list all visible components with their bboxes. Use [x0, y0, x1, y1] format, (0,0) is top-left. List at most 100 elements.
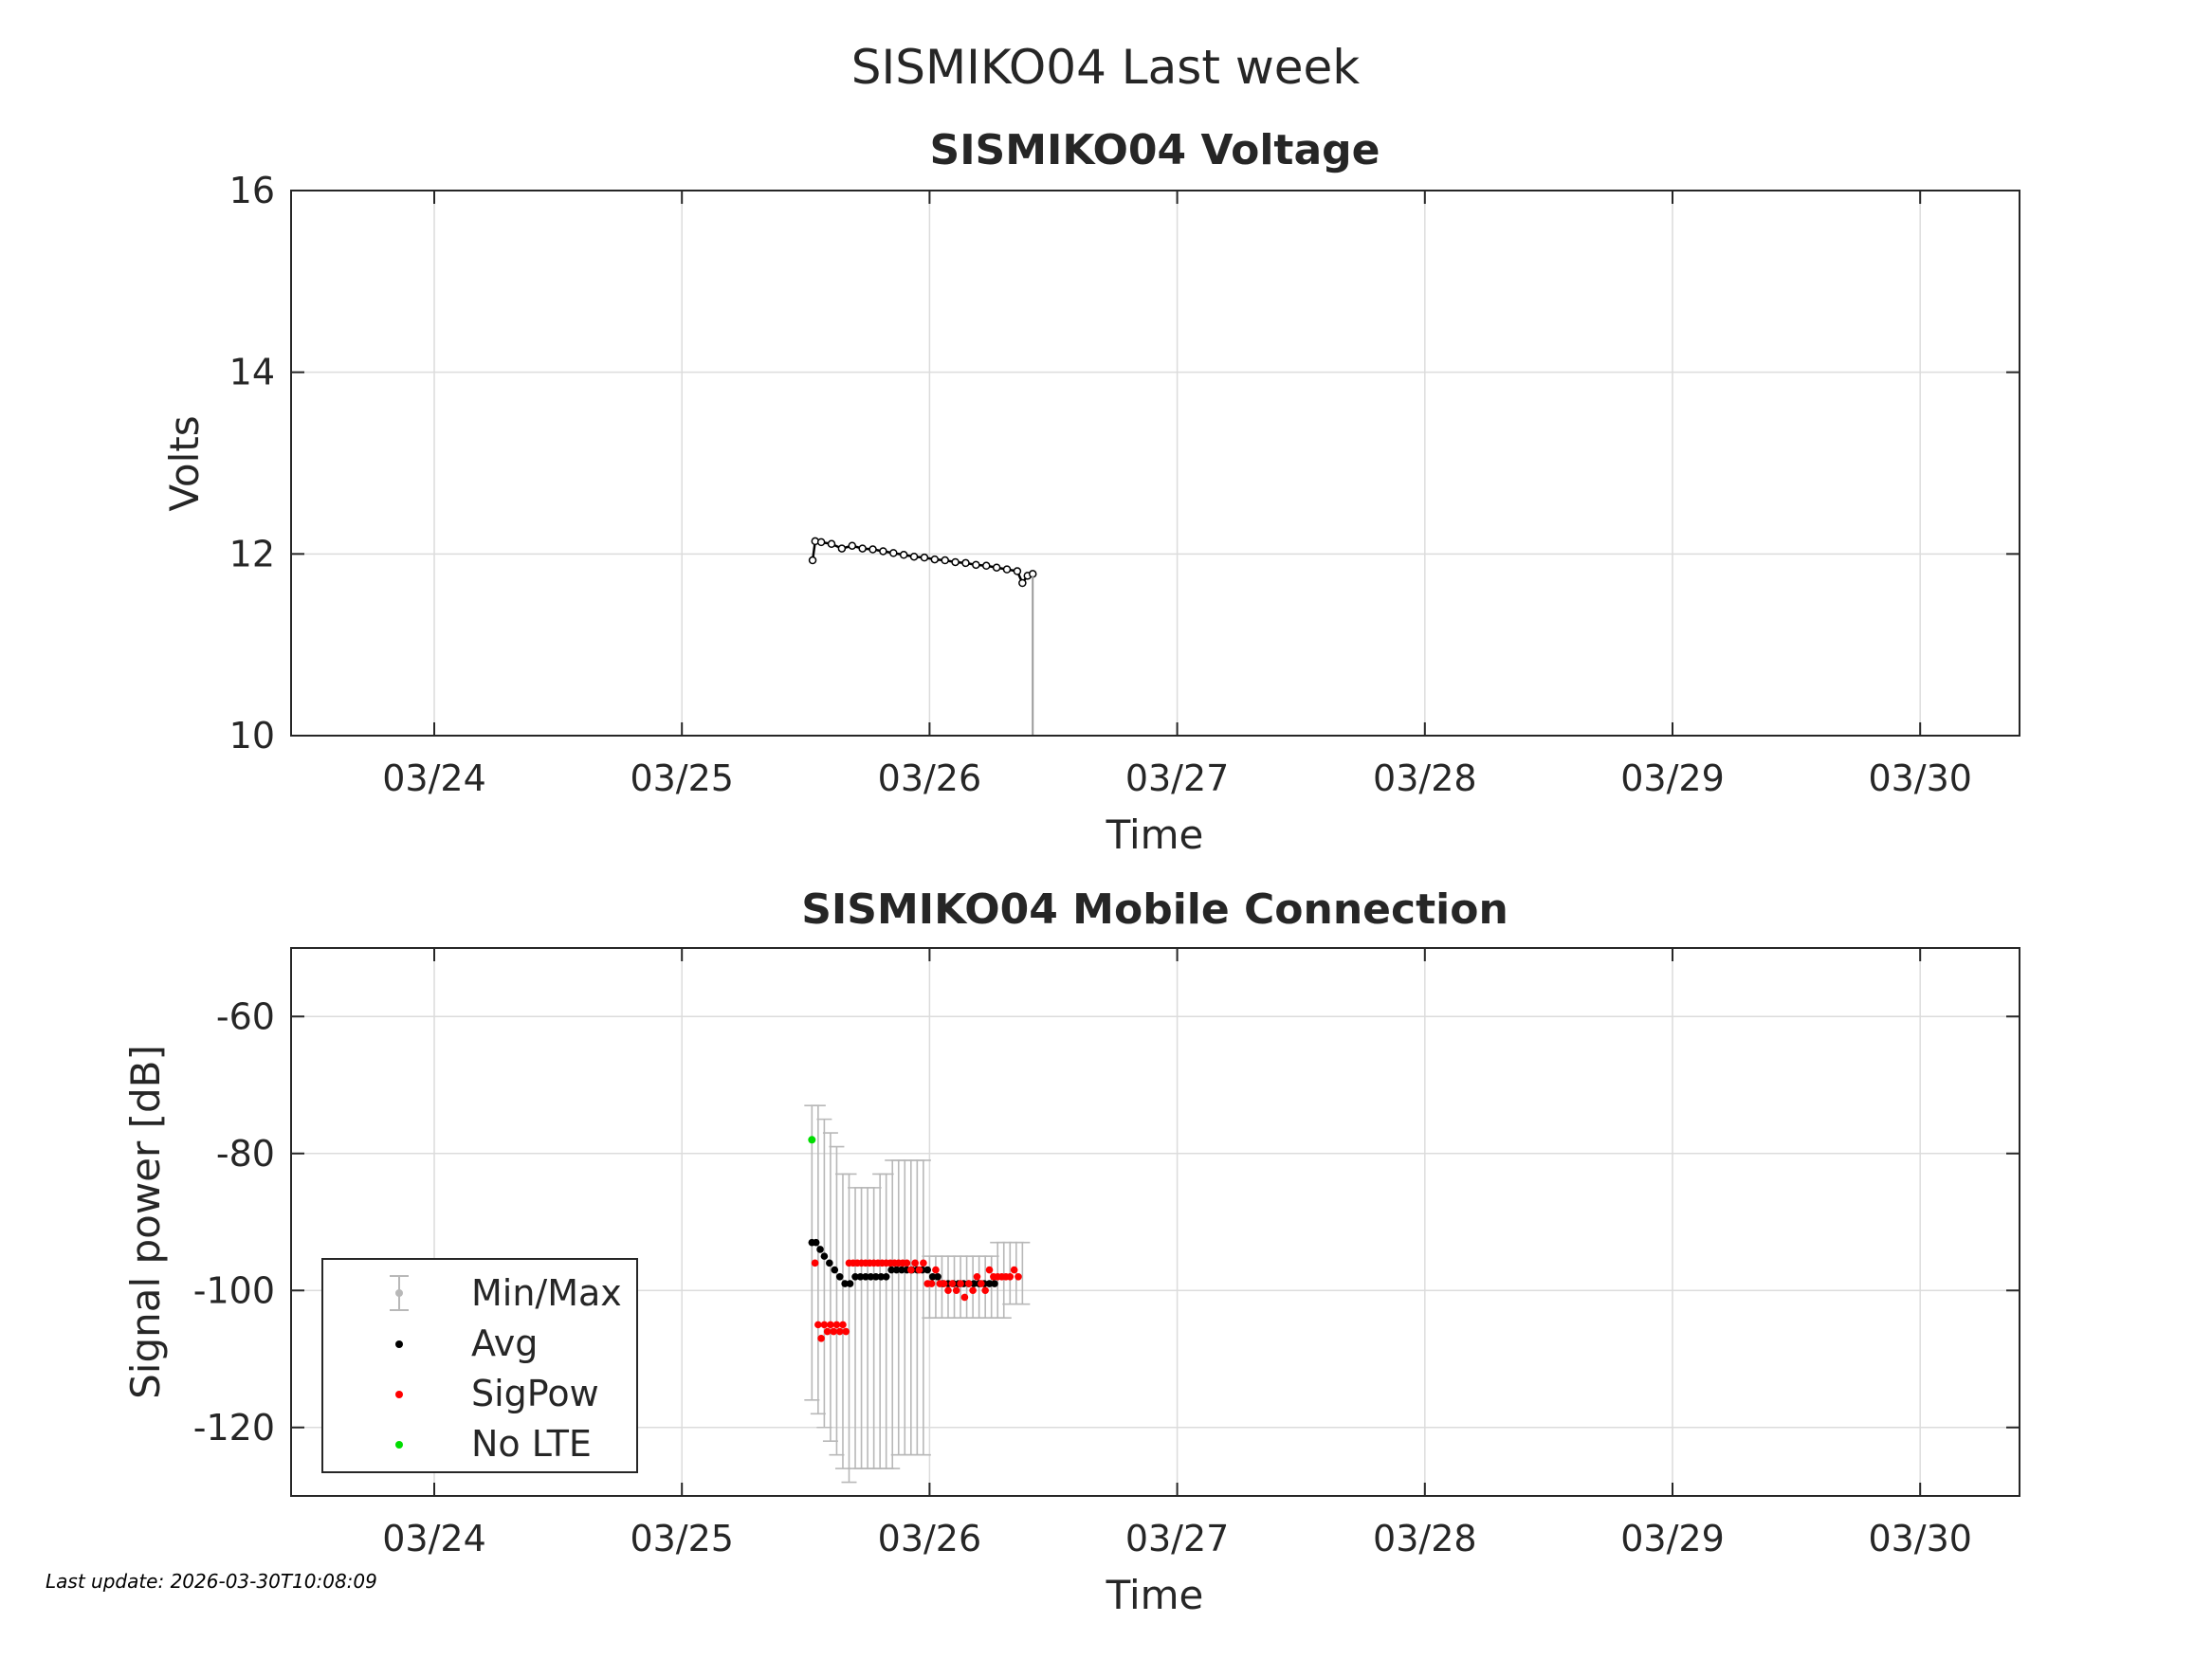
voltage-point [961, 558, 970, 568]
avg-point [831, 1266, 839, 1274]
mobile-chart: SISMIKO04 Mobile Connection 03/24 03/25 03… [122, 885, 2020, 1618]
sigpow-point [820, 1321, 829, 1329]
avg-point [882, 1273, 890, 1281]
voltage-point [1013, 567, 1022, 575]
legend-box [321, 1258, 638, 1473]
x-tick-label: 03/24 [382, 757, 486, 799]
voltage-axes-box [290, 190, 2020, 737]
legend-swatch-avg [395, 1340, 403, 1348]
y-tick-label: 14 [229, 352, 275, 393]
x-tick-label: 03/26 [878, 1518, 982, 1559]
x-tick-label: 03/28 [1373, 1518, 1477, 1559]
legend-label-sigpow: SigPow [471, 1373, 599, 1414]
avg-point [856, 1273, 865, 1281]
avg-point [923, 1266, 932, 1274]
sigpow-point [940, 1280, 948, 1287]
voltage-point [1002, 565, 1012, 574]
mobile-chart-title: SISMIKO04 Mobile Connection [801, 885, 1508, 934]
avg-point [970, 1280, 978, 1287]
sigpow-point [964, 1280, 973, 1287]
x-tick-label: 03/29 [1620, 1518, 1725, 1559]
sigpow-point [907, 1266, 915, 1274]
voltage-chart: SISMIKO04 Voltage 03/24 03/25 03/26 03/27 03… [161, 126, 2020, 858]
sigpow-point [1015, 1273, 1022, 1281]
x-tick-label: 03/24 [382, 1518, 486, 1559]
y-tick-label: 16 [229, 170, 275, 211]
sigpow-point [811, 1259, 819, 1267]
voltage-point [951, 557, 960, 567]
avg-point [934, 1273, 941, 1281]
avg-point [887, 1266, 895, 1274]
avg-point [846, 1280, 854, 1287]
voltage-point [837, 544, 847, 553]
x-tick-label: 03/30 [1868, 1518, 1972, 1559]
sigpow-point [960, 1293, 969, 1302]
y-tick-label: -60 [216, 995, 275, 1037]
avg-point [816, 1246, 824, 1253]
avg-point [872, 1273, 880, 1281]
sigpow-point [952, 1286, 960, 1295]
sigpow-point [832, 1321, 841, 1329]
y-tick-label: -120 [193, 1407, 275, 1449]
voltage-chart-title: SISMIKO04 Voltage [930, 126, 1380, 174]
y-tick-label: 12 [229, 533, 275, 574]
voltage-point [827, 539, 836, 549]
sigpow-point [827, 1321, 834, 1329]
legend-swatch-sigpow [395, 1391, 403, 1398]
y-tick-label: 10 [229, 715, 275, 757]
x-tick-label: 03/27 [1125, 757, 1230, 799]
mobile-ylabel: Signal power [dB] [122, 1045, 169, 1399]
mobile-ticks: 03/24 03/25 03/26 03/27 03/28 03/29 03/30 -60 -8… [193, 948, 2020, 1559]
mobile-axes-box [290, 947, 2020, 1497]
legend-label-avg: Avg [471, 1322, 538, 1364]
voltage-point [868, 545, 877, 554]
voltage-point [1018, 578, 1027, 588]
mobile-xlabel: Time [1106, 1572, 1204, 1618]
sigpow-point [835, 1327, 844, 1336]
sigpow-point [903, 1259, 911, 1267]
voltage-ticks: 03/24 03/25 03/26 03/27 03/28 03/29 03/30 10 12 1… [229, 170, 2020, 799]
avg-point [820, 1252, 829, 1260]
voltage-point [982, 561, 991, 571]
voltage-point [930, 555, 940, 564]
voltage-ylabel: Volts [161, 415, 208, 511]
sigpow-point [814, 1321, 822, 1329]
avg-point [826, 1259, 833, 1267]
sigpow-point [932, 1266, 940, 1274]
legend-label-minmax: Min/Max [471, 1272, 622, 1314]
sigpow-point [981, 1286, 989, 1295]
voltage-point [848, 541, 857, 550]
sigpow-point [1006, 1273, 1015, 1281]
sigpow-point [842, 1327, 850, 1336]
avg-point [928, 1273, 937, 1281]
voltage-series [808, 537, 1037, 736]
sigpow-point [978, 1280, 985, 1287]
x-tick-label: 03/26 [878, 757, 982, 799]
avg-point [892, 1266, 901, 1274]
voltage-point [909, 552, 919, 561]
sigpow-point [948, 1280, 957, 1287]
legend-swatch-nolte [395, 1441, 403, 1449]
sigpow-point [823, 1327, 832, 1336]
voltage-point [899, 551, 908, 559]
sigpow-point [969, 1286, 977, 1295]
avg-point [835, 1273, 844, 1281]
sigpow-point [817, 1335, 825, 1342]
sigpow-point [973, 1273, 981, 1281]
mobile-series [804, 1104, 1031, 1484]
legend-swatch-minmax [390, 1275, 409, 1311]
avg-point [812, 1238, 820, 1247]
avg-point [991, 1280, 998, 1287]
voltage-point [879, 547, 887, 556]
voltage-point [808, 556, 817, 565]
x-tick-label: 03/27 [1125, 1518, 1230, 1559]
figure-title: SISMIKO04 Last week [851, 40, 1360, 95]
sigpow-point [830, 1327, 837, 1336]
sigpow-point [1010, 1266, 1018, 1274]
voltage-point [992, 563, 1001, 572]
legend: Min/Max Avg SigPow No LTE [321, 1258, 638, 1473]
sigpow-point [920, 1259, 927, 1267]
avg-point [862, 1273, 869, 1281]
avg-point [841, 1280, 849, 1287]
